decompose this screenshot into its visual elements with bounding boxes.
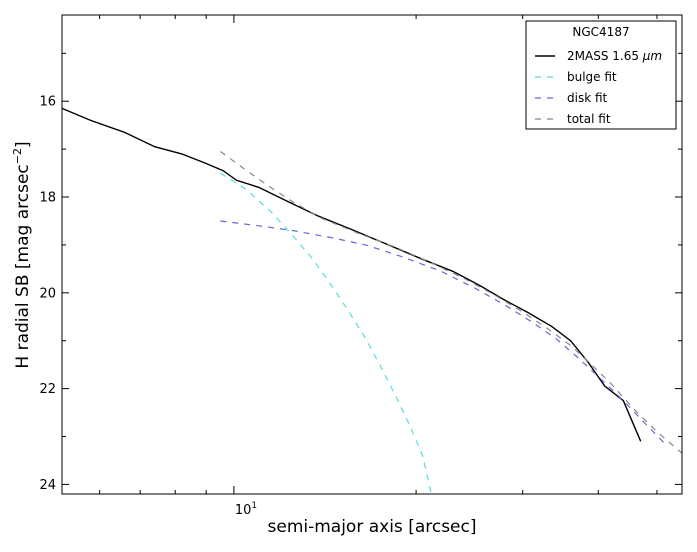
legend-label-unit: μm <box>642 49 662 63</box>
y-tick-label: 22 <box>39 382 56 397</box>
legend: NGC4187 2MASS 1.65 μm bulge fit disk fit to… <box>525 20 677 130</box>
y-axis-label: H radial SB [mag arcsec−2] <box>11 141 33 368</box>
tick-layer: 16 18 20 22 24 <box>39 15 682 494</box>
x-tick-base: 10 <box>235 503 252 518</box>
x-tick-label-10: 101 <box>235 501 257 518</box>
series-line-2mass-1-65 <box>62 107 642 442</box>
legend-label: 2MASS 1.65 μm <box>567 49 662 63</box>
series-line-bulge-fit <box>220 172 432 494</box>
y-tick-label: 16 <box>39 95 56 110</box>
legend-label: disk fit <box>567 91 608 105</box>
legend-box <box>525 20 677 130</box>
y-tick-label: 24 <box>39 478 56 493</box>
x-tick-exponent: 1 <box>251 501 257 511</box>
y-axis-label-main: H radial SB [mag arcsec <box>13 164 33 368</box>
y-tick-label: 18 <box>39 191 56 206</box>
series-layer <box>62 107 682 494</box>
legend-title: NGC4187 <box>572 25 629 39</box>
legend-label: bulge fit <box>567 70 617 84</box>
y-tick-label: 20 <box>39 286 56 301</box>
series-line-total-fit <box>220 151 682 454</box>
legend-label: total fit <box>567 112 611 126</box>
x-axis-label: semi-major axis [arcsec] <box>268 517 477 537</box>
y-axis-label-end: ] <box>13 141 33 148</box>
legend-entries: 2MASS 1.65 μm bulge fit disk fit total fit <box>535 49 662 126</box>
series-line-disk-fit <box>220 220 668 447</box>
y-axis-label-superscript: −2 <box>11 148 24 164</box>
plot-frame <box>61 14 683 495</box>
